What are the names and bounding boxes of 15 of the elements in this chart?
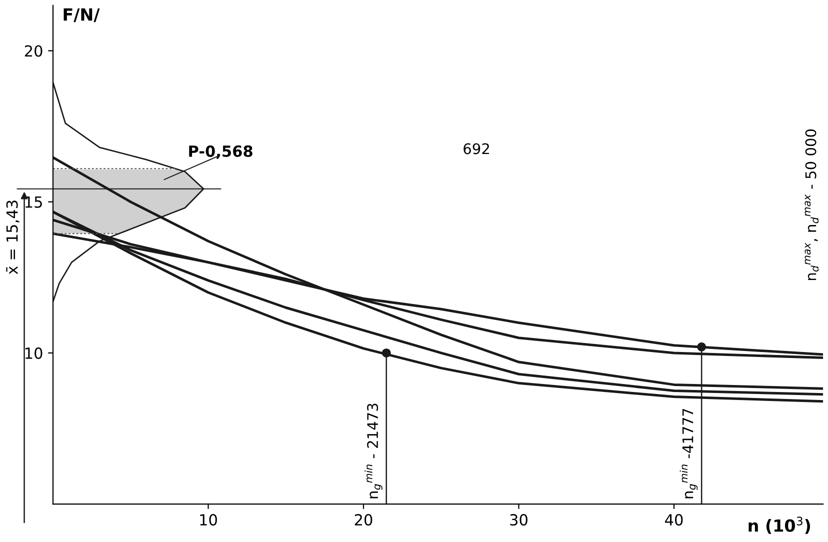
annotation: n$_{d}$$^{max}$, n$_{d}$$^{max}$ - 50 000 [804,129,819,280]
ref-line-label: n$_{g}$$^{min}$ - 21473 [364,404,382,498]
y-tick-label: 15 [26,196,42,208]
y-axis-title: F/N/ [64,8,100,22]
y-tick-label: 20 [24,45,42,57]
x-tick-label: 30 [510,514,528,526]
annotation: P-0,568 [189,145,252,159]
x-tick-label: 20 [354,514,372,526]
annotation: 692 [464,143,489,154]
x-axis-title: n (10$^{3}$) [748,516,810,534]
ref-line-label: x̄ = 15,43 [6,200,20,274]
ref-line-label: n$_{g}$$^{min}$ -41777 [680,408,698,498]
x-tick-label: 40 [665,514,683,526]
x-tick-label: 10 [200,514,217,526]
y-tick-label: 10 [26,347,42,359]
